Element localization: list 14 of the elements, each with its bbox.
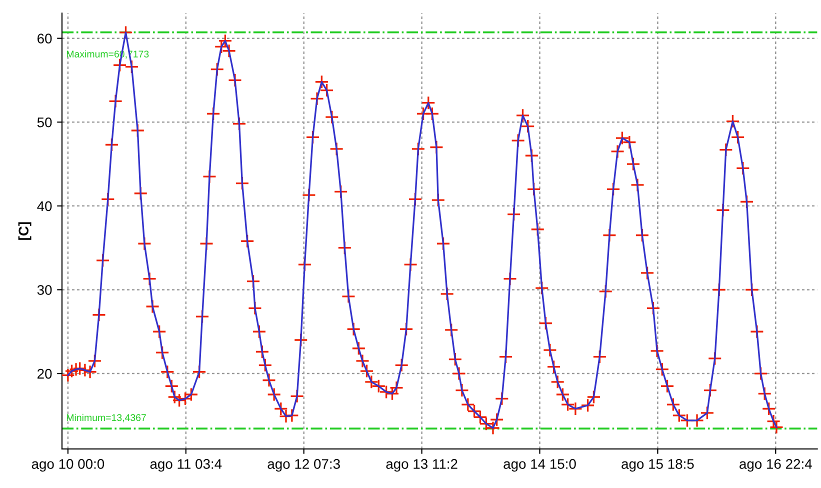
x-tick-label: ago 14 15:0 xyxy=(504,459,576,472)
y-tick-label: 60 xyxy=(38,34,52,44)
x-tick-label: ago 12 07:3 xyxy=(268,459,340,472)
y-tick-label: 50 xyxy=(37,117,52,128)
y-tick-label: 40 xyxy=(37,201,52,212)
x-tick-label: ago 10 00:0 xyxy=(32,459,104,472)
y-tick-label: 30 xyxy=(37,285,52,295)
x-tick-label: ago 13 11:2 xyxy=(386,459,458,472)
y-axis-title: [C] xyxy=(18,222,32,240)
ref-line-label: Minimum=13,4367 xyxy=(66,414,146,422)
y-tick-label: 20 xyxy=(38,368,52,379)
x-tick-label: ago 16 22:4 xyxy=(740,459,812,472)
x-tick-label: ago 11 03:4 xyxy=(150,459,222,472)
x-tick-label: ago 15 18:5 xyxy=(622,459,694,472)
